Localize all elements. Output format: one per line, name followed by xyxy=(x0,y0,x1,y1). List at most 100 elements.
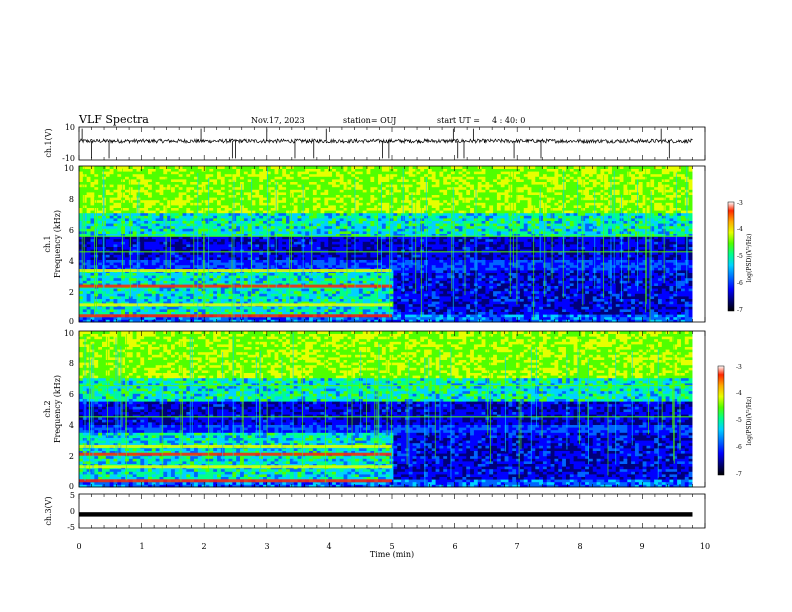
spectrogram-cell xyxy=(343,309,348,312)
spectrogram-cell xyxy=(324,173,329,177)
spectrogram-cell xyxy=(144,316,149,320)
spectrogram-cell xyxy=(362,301,367,305)
spectrogram-cell xyxy=(309,309,314,312)
spectrogram-cell xyxy=(259,192,264,195)
spectrogram-cell xyxy=(209,251,214,255)
spectrogram-cell xyxy=(144,296,149,299)
spectrogram-cell xyxy=(324,181,329,185)
spectrogram-cell xyxy=(255,251,260,255)
spectrogram-cell xyxy=(178,207,183,211)
spectrogram-cell xyxy=(228,171,233,175)
spectrogram-cell xyxy=(186,233,191,237)
spectrogram-cell xyxy=(362,215,367,219)
spectrogram-cell xyxy=(305,254,310,258)
spectrogram-cell xyxy=(328,309,333,312)
spectrogram-cell xyxy=(159,296,164,299)
spectrogram-cell xyxy=(255,277,260,281)
spectrogram-cell xyxy=(113,236,118,240)
spectrogram-cell xyxy=(343,194,348,198)
spectrogram-cell xyxy=(194,241,199,245)
spectrogram-cell xyxy=(79,176,84,180)
spectrogram-cell xyxy=(171,179,176,182)
spectrogram-cell xyxy=(232,171,237,175)
spectrogram-cell xyxy=(366,220,371,224)
spectrogram-cell xyxy=(309,202,314,206)
spectrogram-cell xyxy=(270,218,275,221)
spectrogram-cell xyxy=(236,168,241,172)
spectrogram-cell xyxy=(213,277,218,281)
spectrogram-cell xyxy=(259,244,264,247)
spectrogram-cell xyxy=(385,215,390,219)
spectrogram-cell xyxy=(374,288,379,292)
spectrogram-cell xyxy=(247,236,252,240)
spectrogram-cell xyxy=(86,319,91,323)
spectrogram-cell xyxy=(82,173,88,177)
spectrogram-cell xyxy=(186,202,191,206)
spectrogram-cell xyxy=(335,246,341,250)
spectrogram-cell xyxy=(385,228,390,232)
spectrogram-cell xyxy=(339,241,344,245)
spectrogram-cell xyxy=(282,179,287,182)
spectrogram-cell xyxy=(328,181,333,185)
spectrogram-cell xyxy=(255,173,260,177)
spectrogram-cell xyxy=(144,179,149,182)
spectrogram-cell xyxy=(351,223,356,227)
spectrogram-cell xyxy=(148,218,153,221)
spectrogram-cell xyxy=(293,264,298,268)
spectrogram-cell xyxy=(186,241,191,245)
spectrogram-cell xyxy=(194,254,199,258)
spectrogram-cell xyxy=(362,233,367,237)
spectrogram-cell xyxy=(86,283,91,286)
spectrogram-cell xyxy=(228,228,233,232)
spectrogram-cell xyxy=(205,202,210,206)
spectrogram-cell xyxy=(79,179,84,182)
spectrogram-cell xyxy=(259,262,264,266)
spectrogram-cell xyxy=(167,277,172,281)
spectrogram-cell xyxy=(209,298,214,302)
spectrogram-cell xyxy=(182,207,187,211)
spectrogram-cell xyxy=(282,288,287,292)
spectrogram-cell xyxy=(186,283,191,286)
spectrogram-cell xyxy=(182,212,187,216)
spectrogram-cell xyxy=(332,173,337,177)
spectrogram-cell xyxy=(140,296,145,299)
spectrogram-cell xyxy=(228,166,233,169)
spectrogram-cell xyxy=(117,283,122,286)
spectrogram-cell xyxy=(82,236,88,240)
spectrogram-cell xyxy=(220,288,226,292)
spectrogram-cell xyxy=(243,179,249,182)
spectrogram-cell xyxy=(343,171,348,175)
spectrogram-cell xyxy=(109,296,114,299)
spectrogram-cell xyxy=(282,290,287,294)
spectrogram-cell xyxy=(358,181,364,185)
spectrogram-cell xyxy=(144,301,149,305)
spectrogram-cell xyxy=(205,309,210,312)
spectrogram-cell xyxy=(79,166,84,169)
spectrogram-cell xyxy=(293,288,298,292)
spectrogram-cell xyxy=(370,316,375,320)
spectrogram-cell xyxy=(90,249,95,253)
spectrogram-cell xyxy=(128,218,134,221)
spectrogram-cell xyxy=(121,290,126,294)
spectrogram-cell xyxy=(274,301,279,305)
spectrogram-cell xyxy=(374,192,379,195)
spectrogram-cell xyxy=(190,267,195,271)
spectrogram-cell xyxy=(82,225,88,229)
spectrogram-cell xyxy=(378,168,383,172)
spectrogram-cell xyxy=(358,241,364,245)
spectrogram-cell xyxy=(90,189,95,193)
spectrogram-cell xyxy=(328,280,333,284)
spectrogram-cell xyxy=(140,262,145,266)
spectrogram-cell xyxy=(132,228,137,232)
spectrogram-cell xyxy=(286,231,291,234)
spectrogram-cell xyxy=(374,264,379,268)
spectrogram-cell xyxy=(209,309,214,312)
spectrogram-cell xyxy=(347,207,352,211)
spectrogram-cell xyxy=(289,309,295,312)
spectrogram-cell xyxy=(90,202,95,206)
spectrogram-cell xyxy=(347,173,352,177)
spectrogram-cell xyxy=(167,218,172,221)
spectrogram-cell xyxy=(178,212,183,216)
spectrogram-cell xyxy=(186,220,191,224)
spectrogram-cell xyxy=(312,249,318,253)
